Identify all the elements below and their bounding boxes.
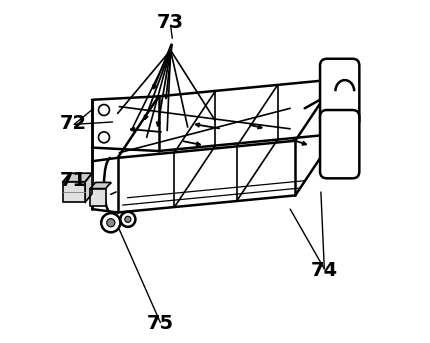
Circle shape: [125, 216, 131, 222]
FancyBboxPatch shape: [90, 189, 106, 206]
Ellipse shape: [335, 80, 354, 102]
Polygon shape: [63, 173, 92, 182]
Circle shape: [98, 132, 110, 143]
Circle shape: [120, 212, 135, 227]
Circle shape: [107, 218, 115, 227]
FancyBboxPatch shape: [320, 59, 359, 127]
Text: 71: 71: [60, 170, 87, 190]
Circle shape: [98, 105, 110, 116]
Text: 74: 74: [311, 261, 338, 280]
Text: 73: 73: [157, 13, 184, 32]
Polygon shape: [90, 182, 111, 189]
Ellipse shape: [335, 111, 354, 133]
Text: 75: 75: [147, 314, 174, 333]
FancyBboxPatch shape: [320, 110, 359, 178]
Polygon shape: [85, 173, 92, 202]
Circle shape: [101, 213, 120, 232]
Text: 72: 72: [60, 114, 87, 133]
FancyBboxPatch shape: [63, 182, 85, 202]
